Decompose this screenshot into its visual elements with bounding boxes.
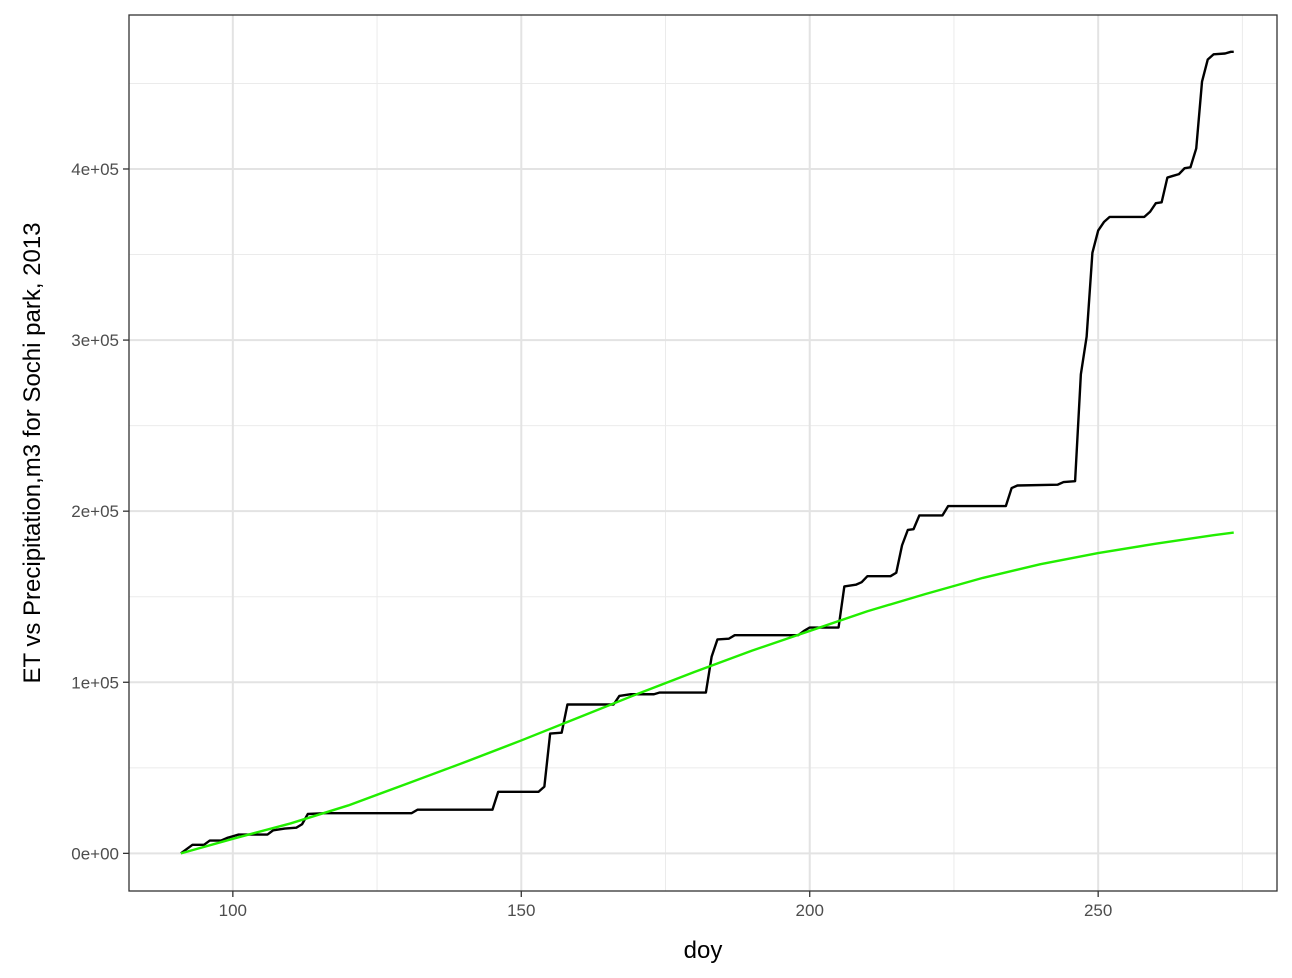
x-tick-label: 250	[1084, 901, 1112, 920]
series-layer	[180, 50, 1234, 855]
x-tick-label: 200	[796, 901, 824, 920]
grid-minor	[129, 15, 1277, 891]
x-tick-label: 150	[507, 901, 535, 920]
plot-panel-border	[128, 14, 1278, 892]
y-axis: 0e+00 1e+05 2e+05 3e+05 4e+05	[71, 160, 129, 863]
x-tick-label: 100	[219, 901, 247, 920]
y-tick-label: 1e+05	[71, 673, 119, 692]
y-tick-label: 2e+05	[71, 502, 119, 521]
y-tick-label: 3e+05	[71, 331, 119, 350]
x-axis-title: doy	[684, 937, 723, 964]
x-axis: 100 150 200 250	[219, 891, 1112, 920]
y-axis-title: ET vs Precipitation,m3 for Sochi park, 2…	[19, 222, 46, 683]
y-tick-label: 0e+00	[71, 844, 119, 863]
grid-major	[129, 15, 1277, 891]
series-line-1	[180, 50, 1234, 855]
series-line-2	[180, 531, 1234, 855]
y-tick-label: 4e+05	[71, 160, 119, 179]
